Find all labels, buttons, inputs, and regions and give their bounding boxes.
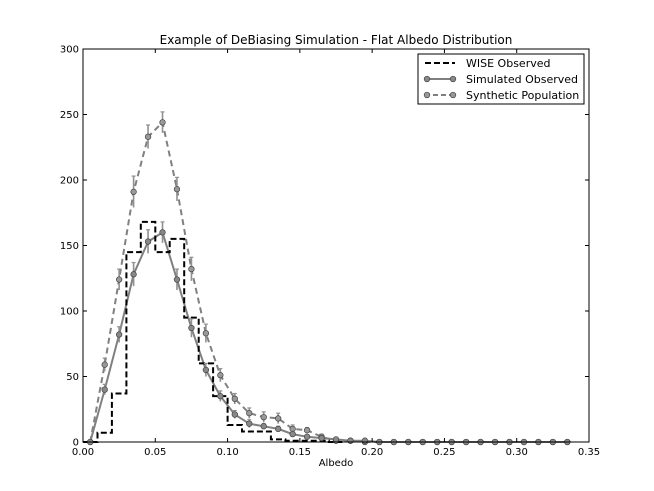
synthetic-population-point (246, 410, 253, 417)
simulated-observed-point (231, 411, 238, 418)
chart-title: Example of DeBiasing Simulation - Flat A… (160, 33, 513, 47)
simulated-observed-point (361, 437, 369, 444)
synthetic-population-point (159, 119, 166, 126)
synthetic-population-point (260, 413, 267, 421)
synthetic-population-point (289, 425, 296, 433)
simulated-observed-line (89, 230, 568, 443)
simulated-observed-point (347, 437, 354, 444)
legend: WISE Observed Simulated Observed Synthet… (417, 53, 585, 105)
synthetic-population-point (217, 372, 224, 379)
simulated-observed-point (318, 434, 325, 442)
simulated-observed-point (217, 393, 224, 400)
simulated-observed-point (275, 425, 282, 433)
synthetic-population-point (188, 265, 195, 273)
simulated-observed-point (173, 276, 181, 283)
x-tick-label: 0.25 (433, 447, 455, 458)
synthetic-population-point (202, 330, 210, 337)
synthetic-population-point (144, 133, 152, 140)
x-tick-label: 0.00 (72, 447, 94, 458)
x-tick-label: 0.05 (144, 447, 166, 458)
x-tick-label: 0.30 (506, 447, 528, 458)
x-tick-label: 0.15 (289, 447, 311, 458)
y-tick-label: 300 (60, 45, 79, 56)
y-tick-label: 200 (60, 176, 79, 187)
synthetic-population-point (303, 427, 311, 434)
x-tick-label: 0.35 (578, 447, 600, 458)
y-tick-label: 150 (60, 241, 79, 252)
synthetic-population-point (115, 276, 123, 283)
y-tick-label: 0 (73, 438, 79, 449)
synthetic-population-line (89, 120, 568, 443)
simulated-observed-point (260, 423, 267, 430)
simulated-observed-point (303, 433, 311, 440)
legend-marker-synthetic-population (449, 91, 457, 99)
simulated-observed-point (115, 331, 123, 338)
simulated-observed-point (202, 366, 210, 374)
x-tick-label: 0.20 (361, 447, 383, 458)
synthetic-population-point (173, 186, 181, 193)
legend-label-simulated-observed: Simulated Observed (466, 73, 578, 86)
simulated-observed-point (101, 386, 108, 393)
wise-observed-step (83, 220, 344, 443)
legend-label-wise-observed: WISE Observed (466, 57, 550, 70)
simulated-observed-point (144, 238, 152, 245)
legend-marker-simulated-observed (423, 75, 431, 83)
y-tick-label: 50 (66, 372, 79, 383)
simulated-observed-point (188, 324, 195, 332)
legend-marker-synthetic-population (423, 91, 431, 99)
simulated-observed-point (332, 436, 340, 443)
simulated-observed-point (246, 420, 253, 427)
legend-label-synthetic-population: Synthetic Population (466, 89, 579, 102)
y-tick-label: 250 (60, 110, 79, 121)
y-tick-label: 100 (60, 307, 79, 318)
simulated-observed-point (130, 271, 137, 278)
plot-frame (82, 48, 590, 443)
x-axis-label: Albedo (319, 458, 354, 469)
simulated-observed-point (289, 430, 296, 438)
synthetic-population-point (275, 415, 282, 422)
legend-marker-simulated-observed (449, 75, 457, 83)
x-tick-label: 0.10 (216, 447, 238, 458)
synthetic-population-point (231, 395, 238, 402)
synthetic-population-point (130, 188, 137, 195)
synthetic-population-point (101, 361, 108, 368)
simulated-observed-point (159, 229, 166, 236)
